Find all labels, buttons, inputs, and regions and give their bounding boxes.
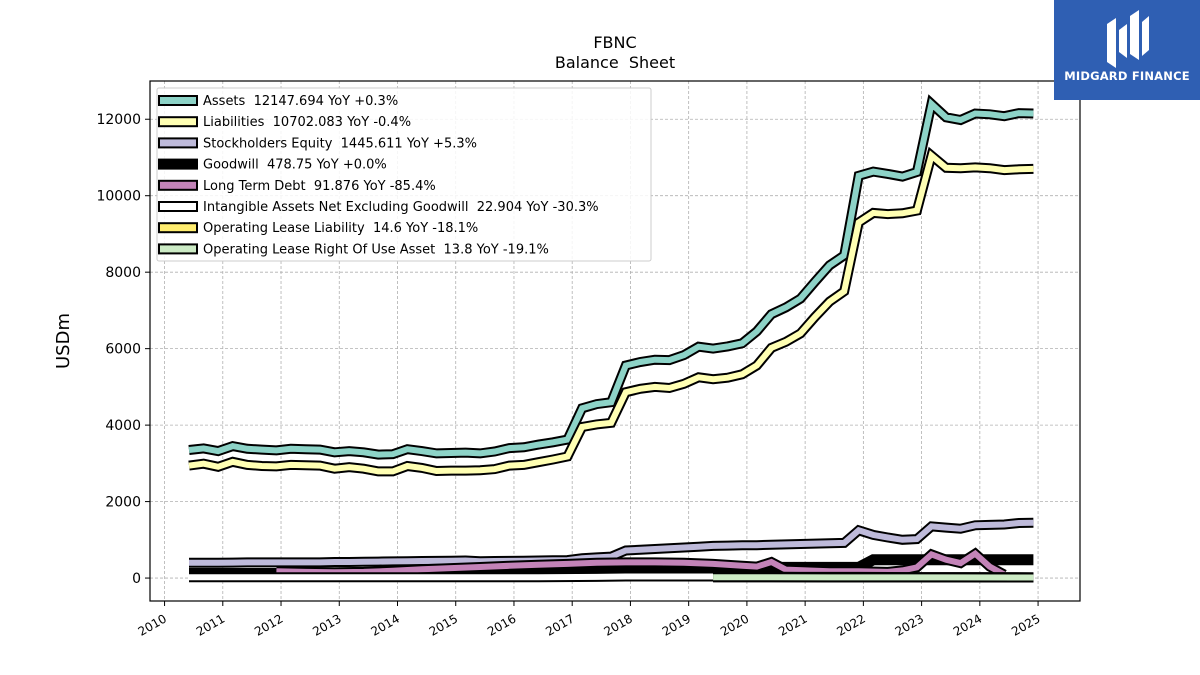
x-tick-label: 2016 bbox=[485, 611, 518, 638]
series-layer bbox=[188, 94, 1034, 583]
y-tick-label: 8000 bbox=[105, 265, 141, 281]
series-liabilities bbox=[188, 146, 1034, 477]
x-tick-label: 2021 bbox=[776, 611, 809, 638]
legend-swatch bbox=[158, 222, 198, 234]
legend-label: Liabilities 10702.083 YoY -0.4% bbox=[203, 115, 411, 130]
chart-subtitle: Balance Sheet bbox=[555, 53, 675, 72]
legend-label: Intangible Assets Net Excluding Goodwill… bbox=[203, 200, 599, 215]
legend-swatch bbox=[158, 137, 198, 149]
x-tick-label: 2022 bbox=[834, 611, 867, 638]
y-tick-label: 2000 bbox=[105, 495, 141, 511]
x-tick-label: 2019 bbox=[660, 611, 693, 638]
x-tick-label: 2024 bbox=[951, 611, 984, 638]
y-axis: 0 2000 4000 6000 8000 10000 12000 bbox=[96, 112, 150, 587]
y-tick-label: 4000 bbox=[105, 418, 141, 434]
legend-swatch bbox=[158, 95, 198, 106]
series-assets bbox=[188, 94, 1034, 460]
y-tick-label: 12000 bbox=[96, 112, 141, 128]
y-axis-label: USDm bbox=[53, 313, 74, 369]
legend-box bbox=[156, 87, 652, 262]
legend-label: Goodwill 478.75 YoY +0.0% bbox=[203, 158, 387, 173]
x-tick-label: 2011 bbox=[194, 611, 227, 638]
legend-label: Long Term Debt 91.876 YoY -85.4% bbox=[203, 179, 436, 194]
x-tick-label: 2014 bbox=[369, 611, 402, 638]
x-tick-label: 2017 bbox=[543, 611, 576, 638]
x-tick-label: 2018 bbox=[601, 611, 634, 638]
x-tick-label: 2012 bbox=[252, 611, 285, 638]
series-line bbox=[188, 98, 1034, 458]
brand-badge: MIDGARD FINANCE bbox=[1054, 0, 1200, 100]
y-tick-label: 6000 bbox=[105, 342, 141, 358]
legend-label: Operating Lease Liability 14.6 YoY -18.1… bbox=[203, 221, 478, 236]
series-long-term-debt bbox=[276, 547, 1007, 579]
x-tick-label: 2025 bbox=[1009, 611, 1042, 638]
series-line bbox=[276, 549, 1006, 578]
x-tick-label: 2010 bbox=[136, 611, 169, 638]
legend-label: Assets 12147.694 YoY +0.3% bbox=[203, 94, 398, 109]
legend-label: Operating Lease Right Of Use Asset 13.8 … bbox=[203, 242, 549, 257]
legend-swatch bbox=[158, 158, 198, 170]
y-tick-label: 0 bbox=[132, 571, 141, 587]
x-tick-label: 2023 bbox=[893, 611, 926, 638]
legend-swatch bbox=[158, 243, 198, 255]
series-stockholders-equity bbox=[189, 517, 1034, 568]
brand-name: MIDGARD FINANCE bbox=[1064, 69, 1190, 83]
chart-title: FBNC bbox=[593, 33, 636, 52]
legend-label: Stockholders Equity 1445.611 YoY +5.3% bbox=[203, 136, 477, 151]
plot-frame bbox=[149, 80, 1081, 602]
legend-swatch bbox=[158, 201, 198, 212]
x-tick-label: 2020 bbox=[718, 611, 751, 638]
legend: Assets 12147.694 YoY +0.3% Liabilities 10… bbox=[156, 87, 652, 262]
legend-swatch bbox=[158, 179, 198, 191]
series-line bbox=[188, 150, 1034, 475]
midgard-logo-icon bbox=[1107, 10, 1149, 68]
y-tick-label: 10000 bbox=[96, 189, 141, 205]
x-axis: 2010 2011 2012 2013 2014 2015 2016 2017 2018 2019… bbox=[136, 601, 1043, 639]
legend-swatch bbox=[158, 116, 198, 128]
series-line bbox=[189, 519, 1034, 566]
x-tick-label: 2013 bbox=[310, 611, 343, 638]
x-tick-label: 2015 bbox=[427, 611, 460, 638]
